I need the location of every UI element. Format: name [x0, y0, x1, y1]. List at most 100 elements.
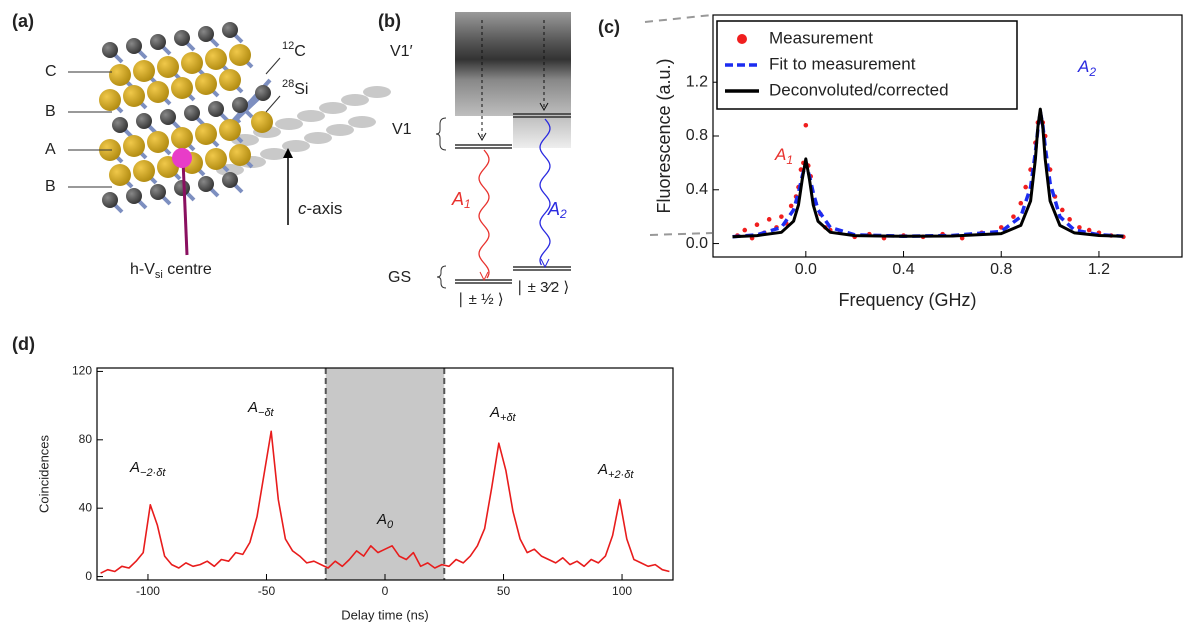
atom: [123, 85, 145, 107]
annotation: A+2·δt: [597, 461, 634, 481]
isotope-label: 12C: [282, 40, 306, 60]
annotation-sub: 2: [1088, 65, 1096, 79]
data-point: [766, 217, 772, 222]
layer-label: A: [45, 141, 56, 158]
shadow: [260, 148, 288, 160]
shadow: [297, 110, 325, 122]
annotation-text: A: [129, 459, 140, 476]
x-tick-label: 0.4: [892, 261, 914, 278]
atom: [123, 135, 145, 157]
atom: [251, 111, 273, 133]
data-point: [742, 227, 748, 233]
y-tick-label: 40: [79, 500, 93, 514]
atom: [109, 64, 131, 86]
series-line: [732, 107, 1124, 239]
atom: [195, 73, 217, 95]
x-tick-label: 0.8: [990, 261, 1012, 278]
annotation-sub: +δt: [500, 412, 517, 424]
panel-label: (b): [378, 11, 401, 31]
data-point: [788, 203, 794, 209]
vacancy: [172, 148, 192, 168]
atom: [255, 85, 271, 101]
x-axis-label: Delay time (ns): [341, 607, 428, 622]
y-axis-label: Fluorescence (a.u.): [654, 58, 674, 213]
x-tick-label: 0: [382, 584, 389, 598]
annotation-sub: 1: [786, 153, 793, 167]
layer-label: C: [45, 63, 57, 80]
shadow: [341, 94, 369, 106]
atom: [150, 184, 166, 200]
axis-text: -axis: [307, 199, 343, 218]
annotation-text: A: [376, 511, 387, 528]
data-point: [803, 122, 809, 128]
annotation: A−δt: [247, 399, 275, 419]
y-tick-label: 0.8: [686, 127, 708, 144]
pointer: [181, 159, 189, 256]
panel-label: (a): [12, 11, 34, 31]
atom: [208, 101, 224, 117]
atom: [181, 52, 203, 74]
annotation: A0: [376, 511, 394, 531]
arrow-head: [283, 148, 293, 158]
annotation-sub: −δt: [258, 407, 275, 419]
centre-label: h-Vsi centre: [130, 261, 212, 281]
axis-label: c-axis: [298, 199, 342, 218]
y-tick-label: 0.4: [686, 181, 708, 198]
data-point: [1018, 200, 1024, 206]
x-tick-label: 100: [612, 584, 632, 598]
x-tick-label: -50: [258, 584, 276, 598]
level-label: V1: [392, 121, 412, 138]
atom: [147, 131, 169, 153]
atom: [174, 180, 190, 196]
atom: [99, 89, 121, 111]
atom: [184, 105, 200, 121]
atom: [109, 164, 131, 186]
legend-label: Measurement: [769, 28, 873, 47]
centre-sub: si: [155, 269, 163, 281]
transition-sub: 2: [559, 207, 567, 221]
x-tick-label: 1.2: [1088, 261, 1110, 278]
transition-text: A: [451, 189, 464, 209]
annotation-sub: +2·δt: [608, 469, 634, 481]
level-label: GS: [388, 269, 411, 286]
shadow: [319, 102, 347, 114]
shadow: [326, 124, 354, 136]
layer-label: B: [45, 103, 56, 120]
y-tick-label: 80: [79, 432, 93, 446]
connector: [649, 232, 713, 236]
y-tick-label: 0: [85, 569, 92, 583]
atom: [171, 77, 193, 99]
annotation-text: A: [1077, 57, 1089, 76]
annotation-text: A: [247, 399, 258, 416]
highlight-region: [325, 368, 445, 580]
annotation-text: A: [489, 404, 500, 421]
atom: [205, 148, 227, 170]
state-label: ∣ ± 3⁄2 ⟩: [516, 279, 569, 296]
atom: [219, 119, 241, 141]
atom: [147, 81, 169, 103]
atom: [157, 56, 179, 78]
superscript: 12: [282, 40, 294, 52]
data-point: [1086, 227, 1092, 233]
legend-label: Fit to measurement: [769, 54, 916, 73]
y-axis-label: Coincidences: [36, 434, 51, 513]
brace: [435, 117, 447, 151]
annotation: A2: [1077, 57, 1096, 79]
transition-label: A1: [451, 189, 471, 211]
isotope-line: [265, 95, 281, 113]
axis-italic: c: [298, 199, 307, 218]
panel-label: (d): [12, 334, 35, 354]
y-tick-label: 1.2: [686, 73, 708, 90]
atom: [229, 44, 251, 66]
transition-text: A: [547, 199, 560, 219]
shadow: [304, 132, 332, 144]
series-line: [732, 110, 1124, 239]
x-axis-label: Frequency (GHz): [838, 290, 976, 310]
annotation-sub: −2·δt: [140, 467, 166, 479]
data-point: [1023, 184, 1028, 190]
isotope: Si: [294, 81, 308, 98]
atom: [222, 22, 238, 38]
isotope: C: [294, 43, 306, 60]
